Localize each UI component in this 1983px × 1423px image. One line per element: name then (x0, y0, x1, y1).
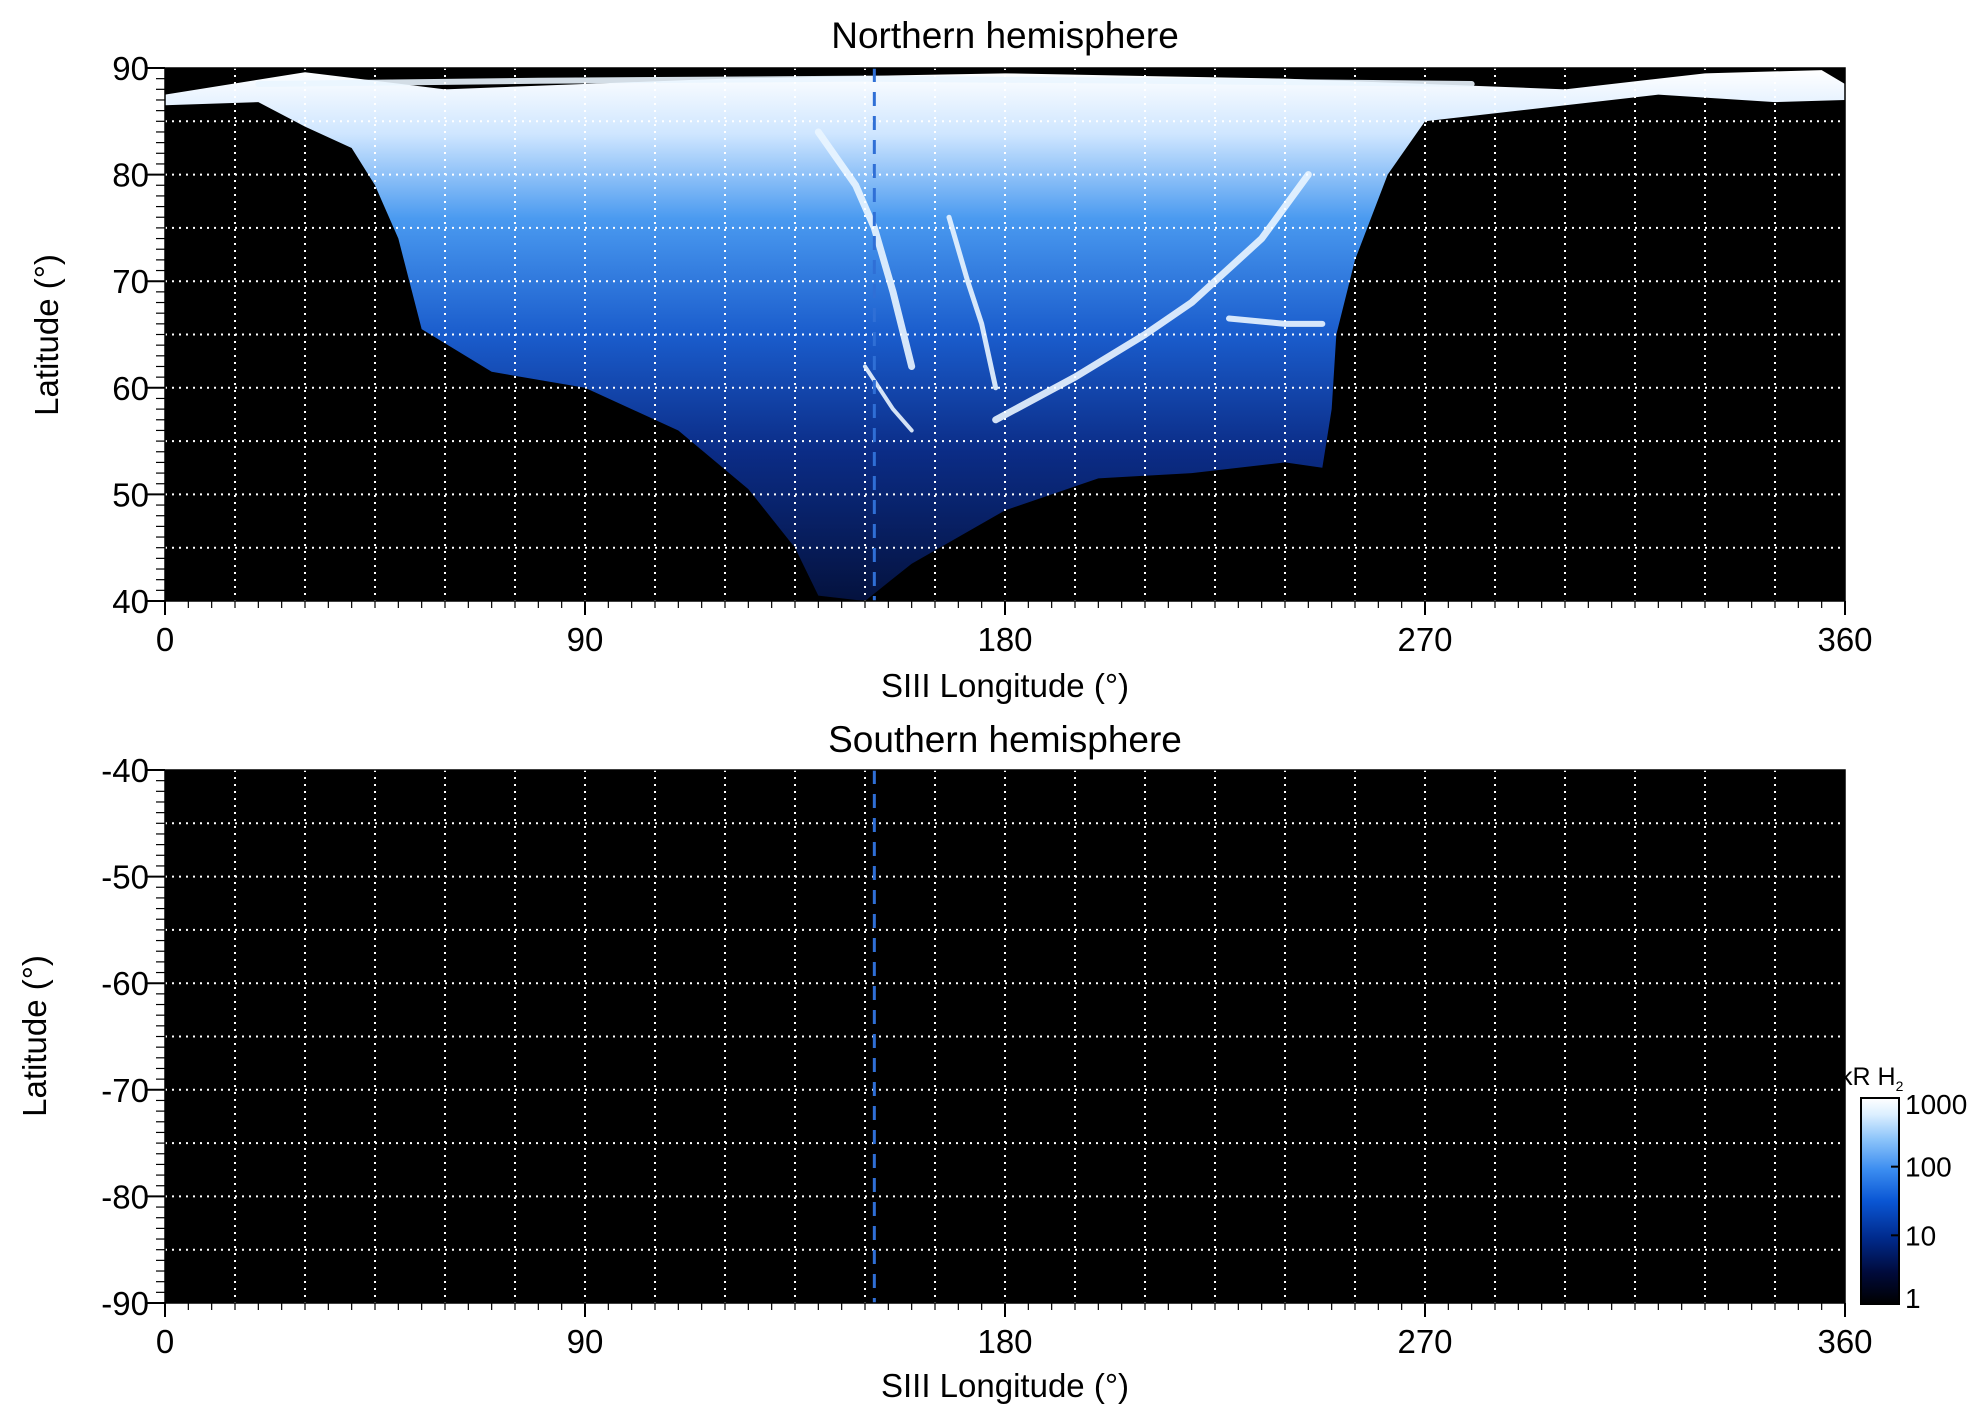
colorbar-tick-label: 10 (1905, 1220, 1936, 1251)
x-tick-label: 90 (567, 1323, 604, 1360)
panel-south-title: Southern hemisphere (828, 719, 1182, 760)
panel-north-axes: 40 50 60 70 80 90 0 90 180 270 360 (112, 50, 1872, 658)
y-tick-label: -80 (101, 1178, 149, 1215)
bright-arc (255, 75, 1475, 87)
y-tick-label: -60 (101, 965, 149, 1002)
y-tick-label: 90 (112, 50, 149, 87)
x-tick-label: 270 (1397, 621, 1452, 658)
x-tick-label: 90 (567, 621, 604, 658)
y-tick-label: -40 (101, 752, 149, 789)
colorbar-tick-label: 1000 (1905, 1089, 1967, 1120)
y-tick-label: 80 (112, 157, 149, 194)
colorbar-tick-label: 100 (1905, 1152, 1952, 1183)
bright-arc (814, 128, 916, 370)
colorbar-title-main: kR H (1840, 1063, 1896, 1091)
x-tick-label: 270 (1397, 1323, 1452, 1360)
panel-north-x-axis-label: SIII Longitude (°) (881, 667, 1129, 704)
colorbar-tick-label: 1 (1905, 1283, 1921, 1314)
y-tick-label: -90 (101, 1285, 149, 1322)
y-tick-label: 50 (112, 476, 149, 513)
bright-arc (946, 214, 999, 391)
colorbar-ticks: 1000 100 10 1 (1891, 1089, 1967, 1314)
bright-arc (992, 171, 1312, 424)
colorbar-title-subscript: 2 (1896, 1078, 1904, 1094)
x-tick-label: 0 (156, 621, 174, 658)
panel-north-y-axis-label: Latitude (°) (28, 254, 65, 416)
y-tick-label: -50 (101, 859, 149, 896)
panel-south-x-axis-label: SIII Longitude (°) (881, 1367, 1129, 1404)
panel-north: Northern hemisphere 40 50 60 70 80 90 0 90 180 27… (28, 15, 1873, 704)
panel-south-y-axis-label: Latitude (°) (16, 955, 53, 1117)
x-tick-label: 360 (1817, 621, 1872, 658)
panel-south: Southern hemisphere -40 -50 -60 -70 -80 -900 9… (16, 719, 1873, 1404)
y-tick-label: 40 (112, 583, 149, 620)
y-tick-label: 70 (112, 263, 149, 300)
colorbar-gradient (1860, 1097, 1900, 1305)
x-tick-label: 0 (156, 1323, 174, 1360)
colorbar: kR H2 1000 100 10 1 (1840, 1063, 1967, 1314)
panel-south-axes: -40 -50 -60 -70 -80 -900 90 180 270 360 (101, 752, 1872, 1360)
y-tick-label: -70 (101, 1072, 149, 1109)
x-tick-label: 360 (1817, 1323, 1872, 1360)
x-tick-label: 180 (977, 1323, 1032, 1360)
panel-north-title: Northern hemisphere (831, 15, 1179, 56)
x-tick-label: 180 (977, 621, 1032, 658)
y-tick-label: 60 (112, 370, 149, 407)
bright-arc (1226, 315, 1326, 327)
panel-north-grid (165, 68, 1845, 601)
panel-south-grid (165, 770, 1845, 1303)
colorbar-title: kR H2 (1840, 1063, 1904, 1094)
